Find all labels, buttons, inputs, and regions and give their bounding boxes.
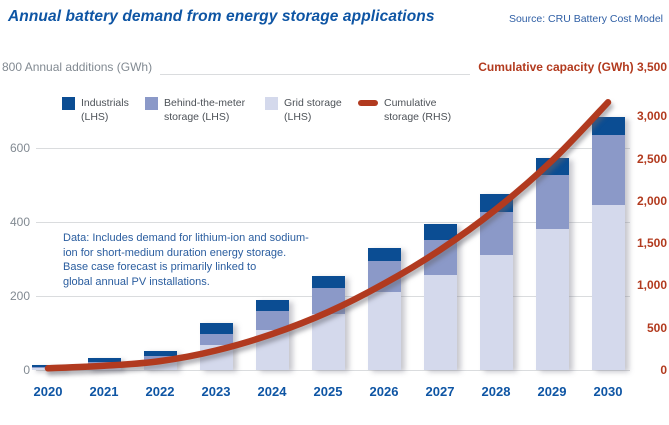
bar-2020 xyxy=(31,364,65,370)
source-label: Source: CRU Battery Cost Model xyxy=(508,13,663,25)
x-axis-label-2028: 2028 xyxy=(481,384,511,399)
x-axis-label-2022: 2022 xyxy=(145,384,175,399)
legend-swatch-square-icon xyxy=(62,97,75,110)
legend-swatch-square-icon xyxy=(145,97,158,110)
x-axis-label-2026: 2026 xyxy=(369,384,399,399)
bar-segment-behind-the-meter-storage-lhs-2030 xyxy=(591,135,625,206)
bar-2022 xyxy=(143,351,177,370)
bar-segment-grid-storage-lhs-2028 xyxy=(479,254,513,370)
legend-label: Cumulative storage (RHS) xyxy=(384,97,452,123)
x-axis-label-2025: 2025 xyxy=(313,384,343,399)
x-axis-label-2027: 2027 xyxy=(425,384,455,399)
bar-segment-grid-storage-lhs-2030 xyxy=(591,205,625,370)
bar-2024 xyxy=(255,299,289,370)
bar-segment-behind-the-meter-storage-lhs-2028 xyxy=(479,211,513,255)
left-axis-tick: 400 xyxy=(9,215,30,229)
bar-segment-industrials-lhs-2030 xyxy=(591,116,625,136)
right-axis-tick: 3,000 xyxy=(636,109,667,124)
bar-segment-grid-storage-lhs-2026 xyxy=(367,292,401,370)
legend-item: Cumulative storage (RHS) xyxy=(358,97,451,124)
right-axis-tick: 500 xyxy=(646,320,667,335)
bar-segment-behind-the-meter-storage-lhs-2027 xyxy=(423,240,457,275)
bar-segment-grid-storage-lhs-2027 xyxy=(423,274,457,370)
legend-swatch-line-icon xyxy=(358,100,378,106)
right-axis-tick: 2,500 xyxy=(636,151,667,166)
legend-label: Industrials (LHS) xyxy=(81,97,129,123)
bar-segment-behind-the-meter-storage-lhs-2029 xyxy=(535,175,569,230)
bar-segment-industrials-lhs-2027 xyxy=(423,223,457,241)
bar-segment-grid-storage-lhs-2020 xyxy=(31,368,65,370)
bar-segment-behind-the-meter-storage-lhs-2025 xyxy=(311,287,345,315)
bar-segment-industrials-lhs-2024 xyxy=(255,299,289,311)
legend-swatch-square-icon xyxy=(265,97,278,110)
bar-2027 xyxy=(423,223,457,370)
bar-segment-industrials-lhs-2028 xyxy=(479,193,513,212)
chart-title: Annual battery demand from energy storag… xyxy=(8,8,435,25)
right-axis-tick: 1,000 xyxy=(636,278,667,293)
right-axis-tick: 1,500 xyxy=(636,236,667,251)
x-axis-label-2021: 2021 xyxy=(89,384,119,399)
bar-2026 xyxy=(367,248,401,370)
bar-segment-grid-storage-lhs-2021 xyxy=(87,364,121,370)
bar-2030 xyxy=(591,116,625,370)
legend-label: Behind-the-meter storage (LHS) xyxy=(164,97,246,123)
bar-segment-grid-storage-lhs-2022 xyxy=(143,360,177,370)
left-axis-header: 800 Annual additions (GWh) xyxy=(2,60,161,75)
x-axis-label-2030: 2030 xyxy=(593,384,623,399)
bar-segment-grid-storage-lhs-2023 xyxy=(199,344,233,370)
gridline-left-600 xyxy=(36,148,630,149)
left-axis-tick: 0 xyxy=(23,363,30,377)
bar-2025 xyxy=(311,275,345,370)
x-axis-label-2023: 2023 xyxy=(201,384,231,399)
bar-2029 xyxy=(535,158,569,370)
bar-2023 xyxy=(199,323,233,370)
bar-segment-grid-storage-lhs-2025 xyxy=(311,314,345,370)
bar-segment-grid-storage-lhs-2024 xyxy=(255,329,289,370)
x-axis-label-2029: 2029 xyxy=(537,384,567,399)
gridline-left-800 xyxy=(36,74,630,75)
legend-item: Industrials (LHS) xyxy=(62,97,129,124)
gridline-left-0 xyxy=(36,370,630,371)
right-axis-tick: 2,000 xyxy=(636,193,667,208)
bar-2021 xyxy=(87,358,121,370)
legend-item: Grid storage (LHS) xyxy=(265,97,342,124)
bar-segment-behind-the-meter-storage-lhs-2026 xyxy=(367,260,401,293)
right-axis-header: Cumulative capacity (GWh) 3,500 xyxy=(470,60,667,75)
x-axis-label-2024: 2024 xyxy=(257,384,287,399)
x-axis-label-2020: 2020 xyxy=(33,384,63,399)
bar-segment-industrials-lhs-2029 xyxy=(535,158,569,175)
bar-segment-behind-the-meter-storage-lhs-2024 xyxy=(255,310,289,330)
bar-segment-industrials-lhs-2023 xyxy=(199,323,233,335)
bar-segment-behind-the-meter-storage-lhs-2023 xyxy=(199,334,233,345)
data-note: Data: Includes demand for lithium-ion an… xyxy=(63,232,309,288)
bar-segment-industrials-lhs-2026 xyxy=(367,248,401,261)
right-axis-tick: 0 xyxy=(660,363,667,377)
bar-segment-grid-storage-lhs-2029 xyxy=(535,229,569,370)
left-axis-tick: 600 xyxy=(9,141,30,155)
bar-2028 xyxy=(479,193,513,370)
legend-item: Behind-the-meter storage (LHS) xyxy=(145,97,245,124)
legend-label: Grid storage (LHS) xyxy=(284,97,342,123)
left-axis-tick: 200 xyxy=(9,289,30,303)
